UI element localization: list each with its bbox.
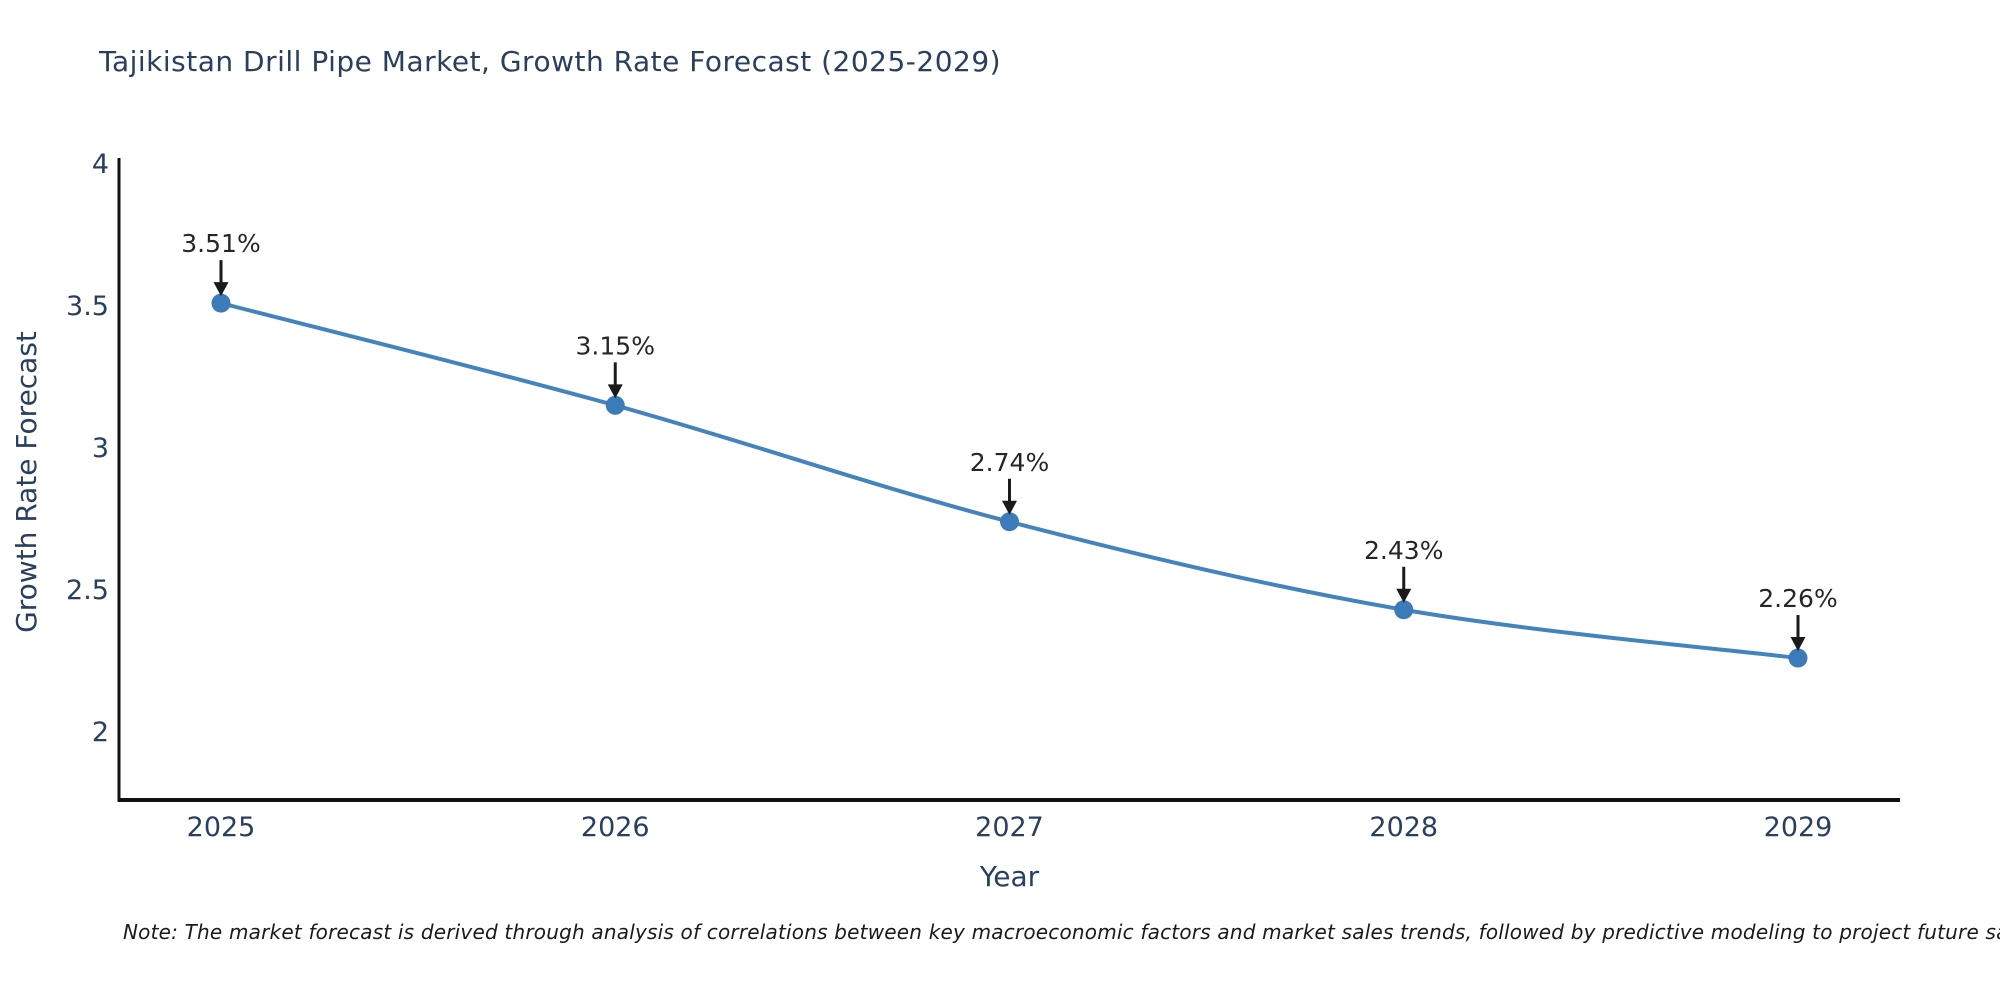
y-tick-label: 4: [92, 149, 109, 180]
data-point-marker: [211, 293, 231, 313]
chart-title: Tajikistan Drill Pipe Market, Growth Rat…: [99, 45, 1002, 78]
data-point-marker: [1394, 600, 1414, 620]
x-tick-label: 2025: [187, 812, 256, 843]
footnote: Note: The market forecast is derived thr…: [123, 920, 2000, 944]
annotation-arrow-head-icon: [1396, 588, 1412, 603]
x-tick-label: 2028: [1369, 812, 1438, 843]
annotation-arrow-head-icon: [607, 384, 623, 399]
data-point-label: 3.15%: [576, 331, 655, 360]
data-point-marker: [1000, 512, 1019, 532]
x-axis-title: Year: [979, 860, 1040, 893]
data-point-marker: [1788, 648, 1808, 668]
annotation-arrow-head-icon: [1002, 500, 1017, 515]
y-tick-label: 3: [92, 433, 109, 464]
data-point-label: 2.43%: [1364, 536, 1443, 565]
data-point-label: 2.26%: [1758, 584, 1837, 613]
y-tick-label: 2.5: [66, 575, 109, 606]
annotation-arrow-head-icon: [213, 282, 229, 297]
annotation-arrow-head-icon: [1790, 637, 1806, 652]
y-axis-title: Growth Rate Forecast: [10, 331, 43, 633]
y-tick-label: 2: [92, 717, 109, 748]
data-point-label: 3.51%: [181, 229, 260, 258]
x-tick-label: 2026: [581, 812, 650, 843]
y-tick-label: 3.5: [66, 291, 109, 322]
x-tick-label: 2029: [1764, 812, 1833, 843]
data-point-label: 2.74%: [970, 448, 1049, 477]
x-tick-label: 2027: [975, 812, 1044, 843]
data-point-marker: [605, 395, 625, 415]
